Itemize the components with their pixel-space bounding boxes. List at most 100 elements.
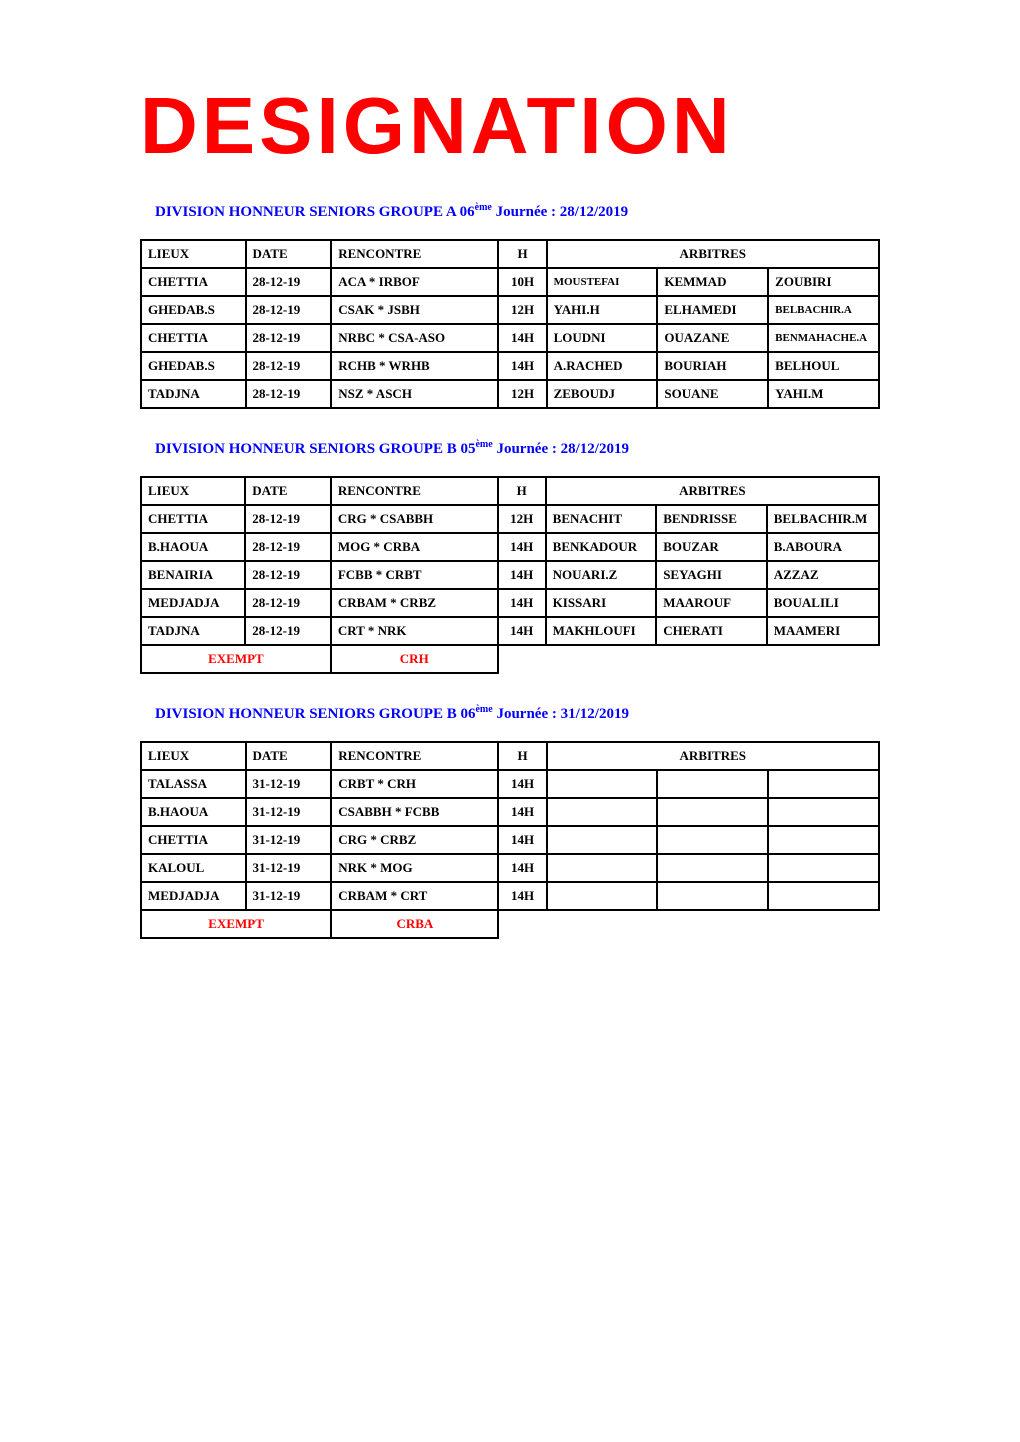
cell-hour: 12H [498, 296, 546, 324]
cell-hour: 10H [498, 268, 546, 296]
cell-hour: 14H [498, 798, 546, 826]
cell-arb2: SOUANE [657, 380, 768, 408]
cell-arb1 [547, 826, 658, 854]
cell-hour: 14H [498, 324, 546, 352]
cell-arb3 [768, 770, 879, 798]
hdr-rencontre: RENCONTRE [331, 742, 498, 770]
hdr-date: DATE [246, 742, 332, 770]
hdr-date: DATE [246, 240, 332, 268]
cell-rencontre: CSAK * JSBH [331, 296, 498, 324]
cell-arb1: MAKHLOUFI [546, 617, 657, 645]
cell-date: 31-12-19 [246, 826, 332, 854]
cell-arb1 [547, 798, 658, 826]
cell-date: 28-12-19 [245, 533, 331, 561]
cell-hour: 14H [498, 854, 546, 882]
cell-lieux: MEDJADJA [141, 589, 245, 617]
exempt-team: CRH [331, 645, 498, 673]
table-row: CHETTIA 28-12-19 ACA * IRBOF 10H MOUSTEF… [141, 268, 879, 296]
cell-date: 28-12-19 [246, 324, 332, 352]
hdr-h: H [498, 742, 546, 770]
exempt-label: EXEMPT [141, 910, 331, 938]
cell-hour: 14H [498, 770, 546, 798]
cell-lieux: CHETTIA [141, 324, 246, 352]
cell-arb2: BENDRISSE [656, 505, 767, 533]
heading-ord: ème [475, 439, 492, 450]
hdr-h: H [498, 477, 546, 505]
cell-date: 31-12-19 [246, 854, 332, 882]
page-title: DESIGNATION [140, 80, 880, 172]
table-row: GHEDAB.S 28-12-19 CSAK * JSBH 12H YAHI.H… [141, 296, 879, 324]
hdr-h: H [498, 240, 546, 268]
hdr-lieux: LIEUX [141, 742, 246, 770]
cell-rencontre: NRK * MOG [331, 854, 498, 882]
cell-arb3: YAHI.M [768, 380, 879, 408]
cell-date: 28-12-19 [246, 296, 332, 324]
cell-arb3: B.ABOURA [767, 533, 879, 561]
cell-arb1: A.RACHED [547, 352, 658, 380]
table-row: MEDJADJA 28-12-19 CRBAM * CRBZ 14H KISSA… [141, 589, 879, 617]
cell-arb3: AZZAZ [767, 561, 879, 589]
exempt-label: EXEMPT [141, 645, 331, 673]
heading-prefix: DIVISION HONNEUR SENIORS GROUPE B 05 [155, 441, 475, 457]
section-heading-b05: DIVISION HONNEUR SENIORS GROUPE B 05ème … [140, 439, 880, 458]
cell-arb2: MAAROUF [656, 589, 767, 617]
cell-rencontre: RCHB * WRHB [331, 352, 498, 380]
cell-lieux: GHEDAB.S [141, 352, 246, 380]
section-heading-a06: DIVISION HONNEUR SENIORS GROUPE A 06ème … [140, 202, 880, 221]
table-row: CHETTIA 28-12-19 NRBC * CSA-ASO 14H LOUD… [141, 324, 879, 352]
cell-arb2 [657, 770, 768, 798]
cell-arb3: BELHOUL [768, 352, 879, 380]
cell-rencontre: MOG * CRBA [331, 533, 498, 561]
heading-ord: ème [475, 704, 492, 715]
cell-hour: 12H [498, 380, 546, 408]
cell-rencontre: NSZ * ASCH [331, 380, 498, 408]
cell-arb1: MOUSTEFAI [547, 268, 658, 296]
fixtures-table-b05: LIEUX DATE RENCONTRE H ARBITRES CHETTIA … [140, 476, 880, 674]
cell-lieux: KALOUL [141, 854, 246, 882]
cell-arb3 [768, 798, 879, 826]
exempt-row: EXEMPT CRH [141, 645, 879, 673]
cell-arb1: YAHI.H [547, 296, 658, 324]
cell-date: 28-12-19 [245, 589, 331, 617]
cell-rencontre: CRBAM * CRT [331, 882, 498, 910]
cell-rencontre: ACA * IRBOF [331, 268, 498, 296]
cell-lieux: CHETTIA [141, 826, 246, 854]
cell-arb2: SEYAGHI [656, 561, 767, 589]
cell-rencontre: FCBB * CRBT [331, 561, 498, 589]
exempt-team: CRBA [331, 910, 498, 938]
cell-hour: 14H [498, 561, 546, 589]
hdr-date: DATE [245, 477, 331, 505]
cell-arb3 [768, 882, 879, 910]
cell-rencontre: CRG * CRBZ [331, 826, 498, 854]
table-row: GHEDAB.S 28-12-19 RCHB * WRHB 14H A.RACH… [141, 352, 879, 380]
cell-date: 31-12-19 [246, 882, 332, 910]
hdr-arbitres: ARBITRES [547, 742, 879, 770]
cell-arb3: MAAMERI [767, 617, 879, 645]
cell-arb3 [768, 826, 879, 854]
cell-arb3 [768, 854, 879, 882]
cell-arb3: BELBACHIR.M [767, 505, 879, 533]
cell-rencontre: CRBT * CRH [331, 770, 498, 798]
hdr-arbitres: ARBITRES [546, 477, 879, 505]
cell-lieux: B.HAOUA [141, 533, 245, 561]
cell-hour: 14H [498, 826, 546, 854]
cell-arb2 [657, 854, 768, 882]
cell-hour: 14H [498, 617, 546, 645]
cell-arb1 [547, 854, 658, 882]
cell-rencontre: CRG * CSABBH [331, 505, 498, 533]
table-row: TADJNA 28-12-19 NSZ * ASCH 12H ZEBOUDJ S… [141, 380, 879, 408]
heading-suffix: Journée : 28/12/2019 [492, 204, 628, 220]
cell-date: 28-12-19 [245, 561, 331, 589]
hdr-rencontre: RENCONTRE [331, 240, 498, 268]
cell-date: 28-12-19 [246, 352, 332, 380]
cell-arb3: BELBACHIR.A [768, 296, 879, 324]
empty-cell [498, 645, 879, 673]
cell-date: 28-12-19 [245, 617, 331, 645]
exempt-row: EXEMPT CRBA [141, 910, 879, 938]
cell-arb3: ZOUBIRI [768, 268, 879, 296]
cell-date: 28-12-19 [245, 505, 331, 533]
hdr-arbitres: ARBITRES [547, 240, 879, 268]
empty-cell [498, 910, 879, 938]
cell-arb2 [657, 826, 768, 854]
cell-date: 28-12-19 [246, 268, 332, 296]
